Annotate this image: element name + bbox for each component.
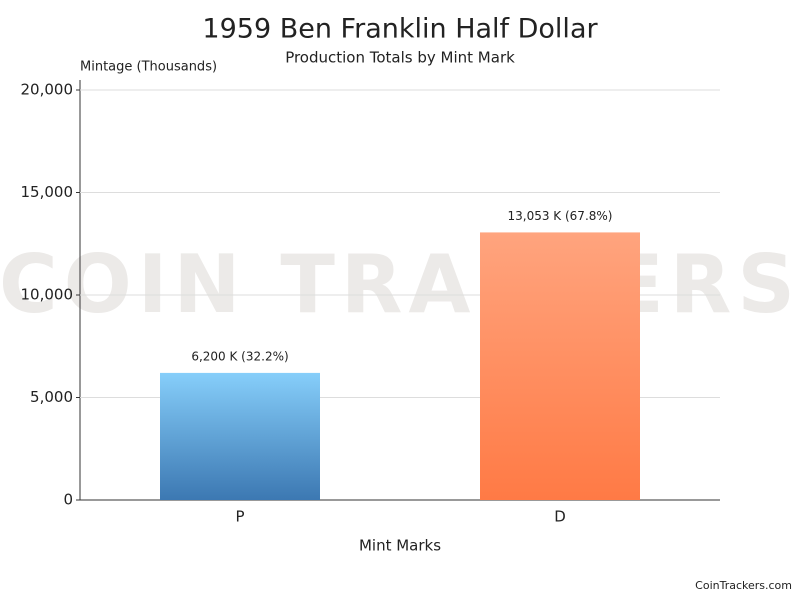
y-tick-label: 15,000 — [21, 183, 74, 201]
y-tick-label: 0 — [63, 491, 73, 509]
bar — [160, 372, 320, 500]
y-axis-label: Mintage (Thousands) — [80, 60, 217, 75]
x-tick-label: P — [235, 508, 244, 526]
y-tick-label: 5,000 — [30, 388, 73, 406]
data-label: 13,053 K (67.8%) — [508, 209, 613, 223]
chart-title: 1959 Ben Franklin Half Dollar — [202, 14, 598, 45]
credit: CoinTrackers.com — [695, 579, 792, 592]
y-tick-label: 10,000 — [21, 286, 74, 304]
watermark: COIN TRACKERS — [0, 238, 800, 331]
data-label: 6,200 K (32.2%) — [191, 349, 288, 363]
x-tick-label: D — [554, 508, 566, 526]
bar — [480, 232, 640, 500]
y-tick-label: 20,000 — [21, 81, 74, 99]
x-axis-label: Mint Marks — [359, 537, 441, 555]
chart-subtitle: Production Totals by Mint Mark — [285, 49, 515, 67]
